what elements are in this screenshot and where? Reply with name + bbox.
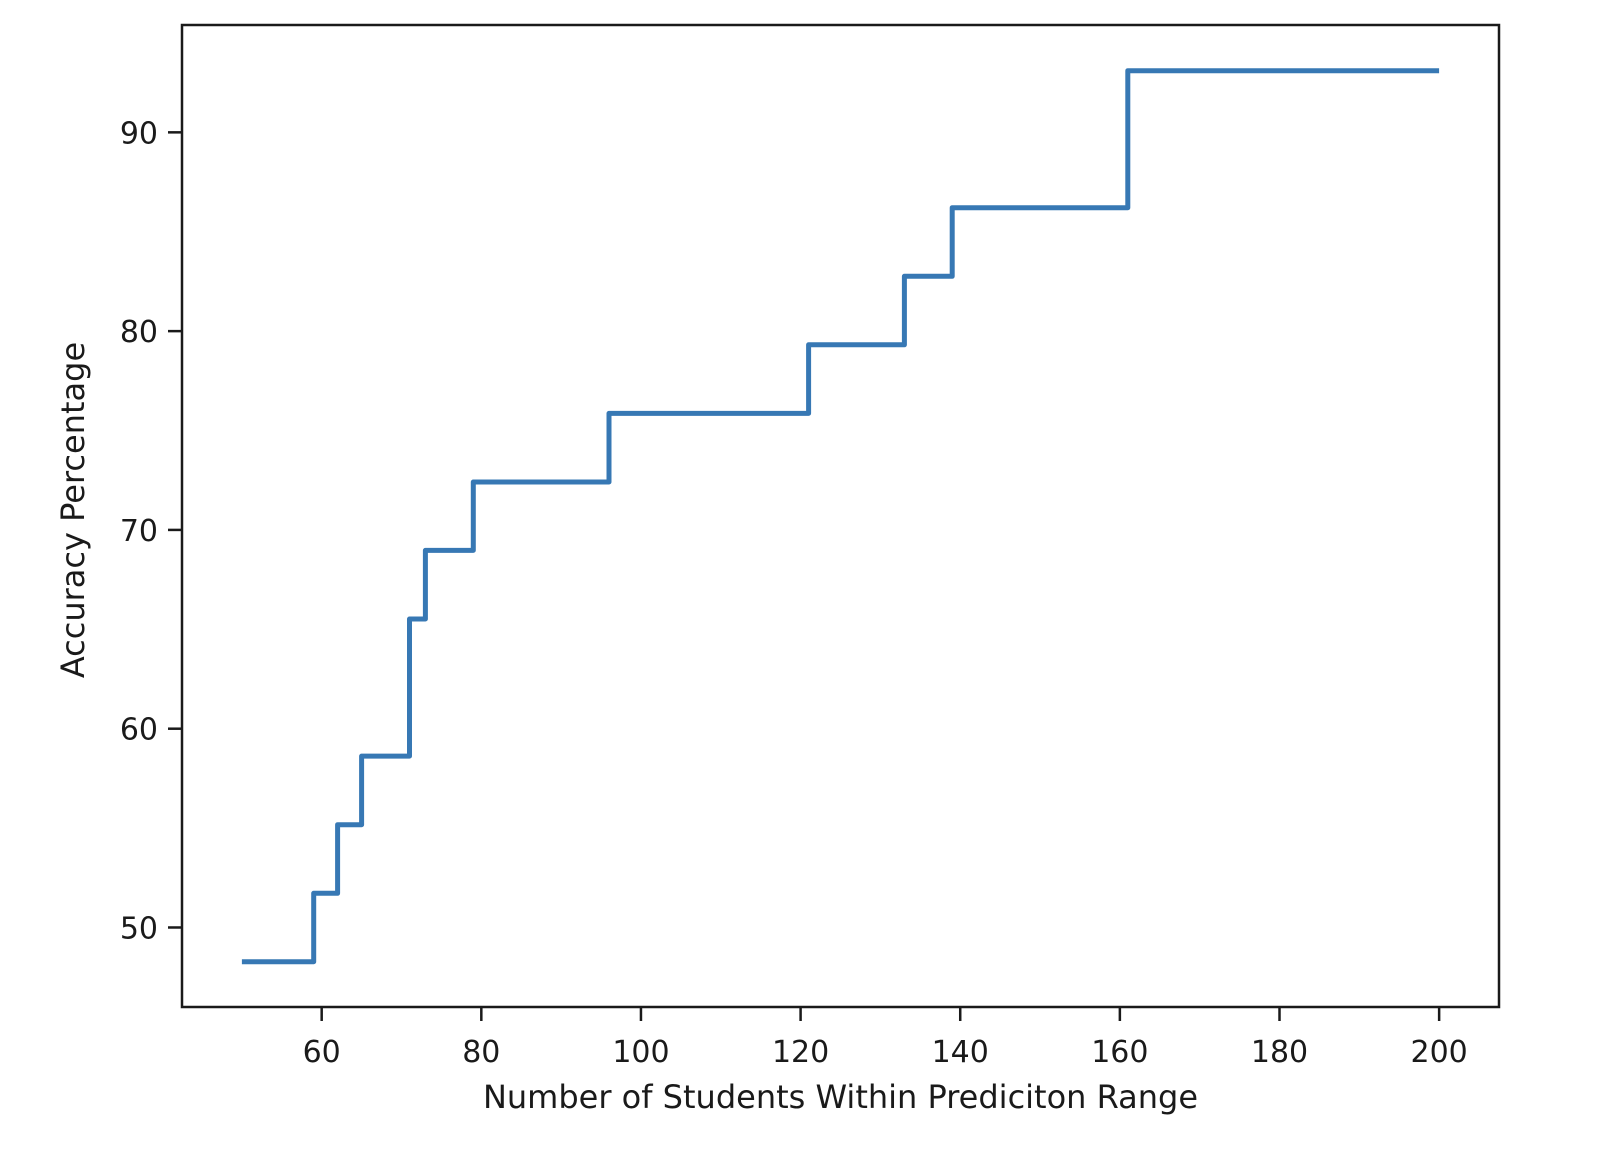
y-tick-label: 90 bbox=[120, 116, 158, 151]
y-tick-label: 50 bbox=[120, 911, 158, 946]
x-tick-label: 160 bbox=[1091, 1035, 1148, 1070]
x-tick-label: 140 bbox=[932, 1035, 989, 1070]
x-tick-label: 200 bbox=[1411, 1035, 1468, 1070]
x-tick-label: 180 bbox=[1251, 1035, 1308, 1070]
y-tick-label: 80 bbox=[120, 315, 158, 350]
data-line bbox=[241, 68, 1440, 965]
plot-border bbox=[180, 23, 1501, 1009]
y-tick-label: 60 bbox=[120, 713, 158, 748]
y-axis-label: Accuracy Percentage bbox=[54, 341, 92, 679]
x-tick-label: 100 bbox=[612, 1035, 669, 1070]
x-tick-label: 120 bbox=[772, 1035, 829, 1070]
y-tick-label: 70 bbox=[120, 514, 158, 549]
x-axis-label: Number of Students Within Prediciton Ran… bbox=[482, 1078, 1199, 1116]
x-tick-label: 60 bbox=[303, 1035, 341, 1070]
x-tick-label: 80 bbox=[462, 1035, 500, 1070]
